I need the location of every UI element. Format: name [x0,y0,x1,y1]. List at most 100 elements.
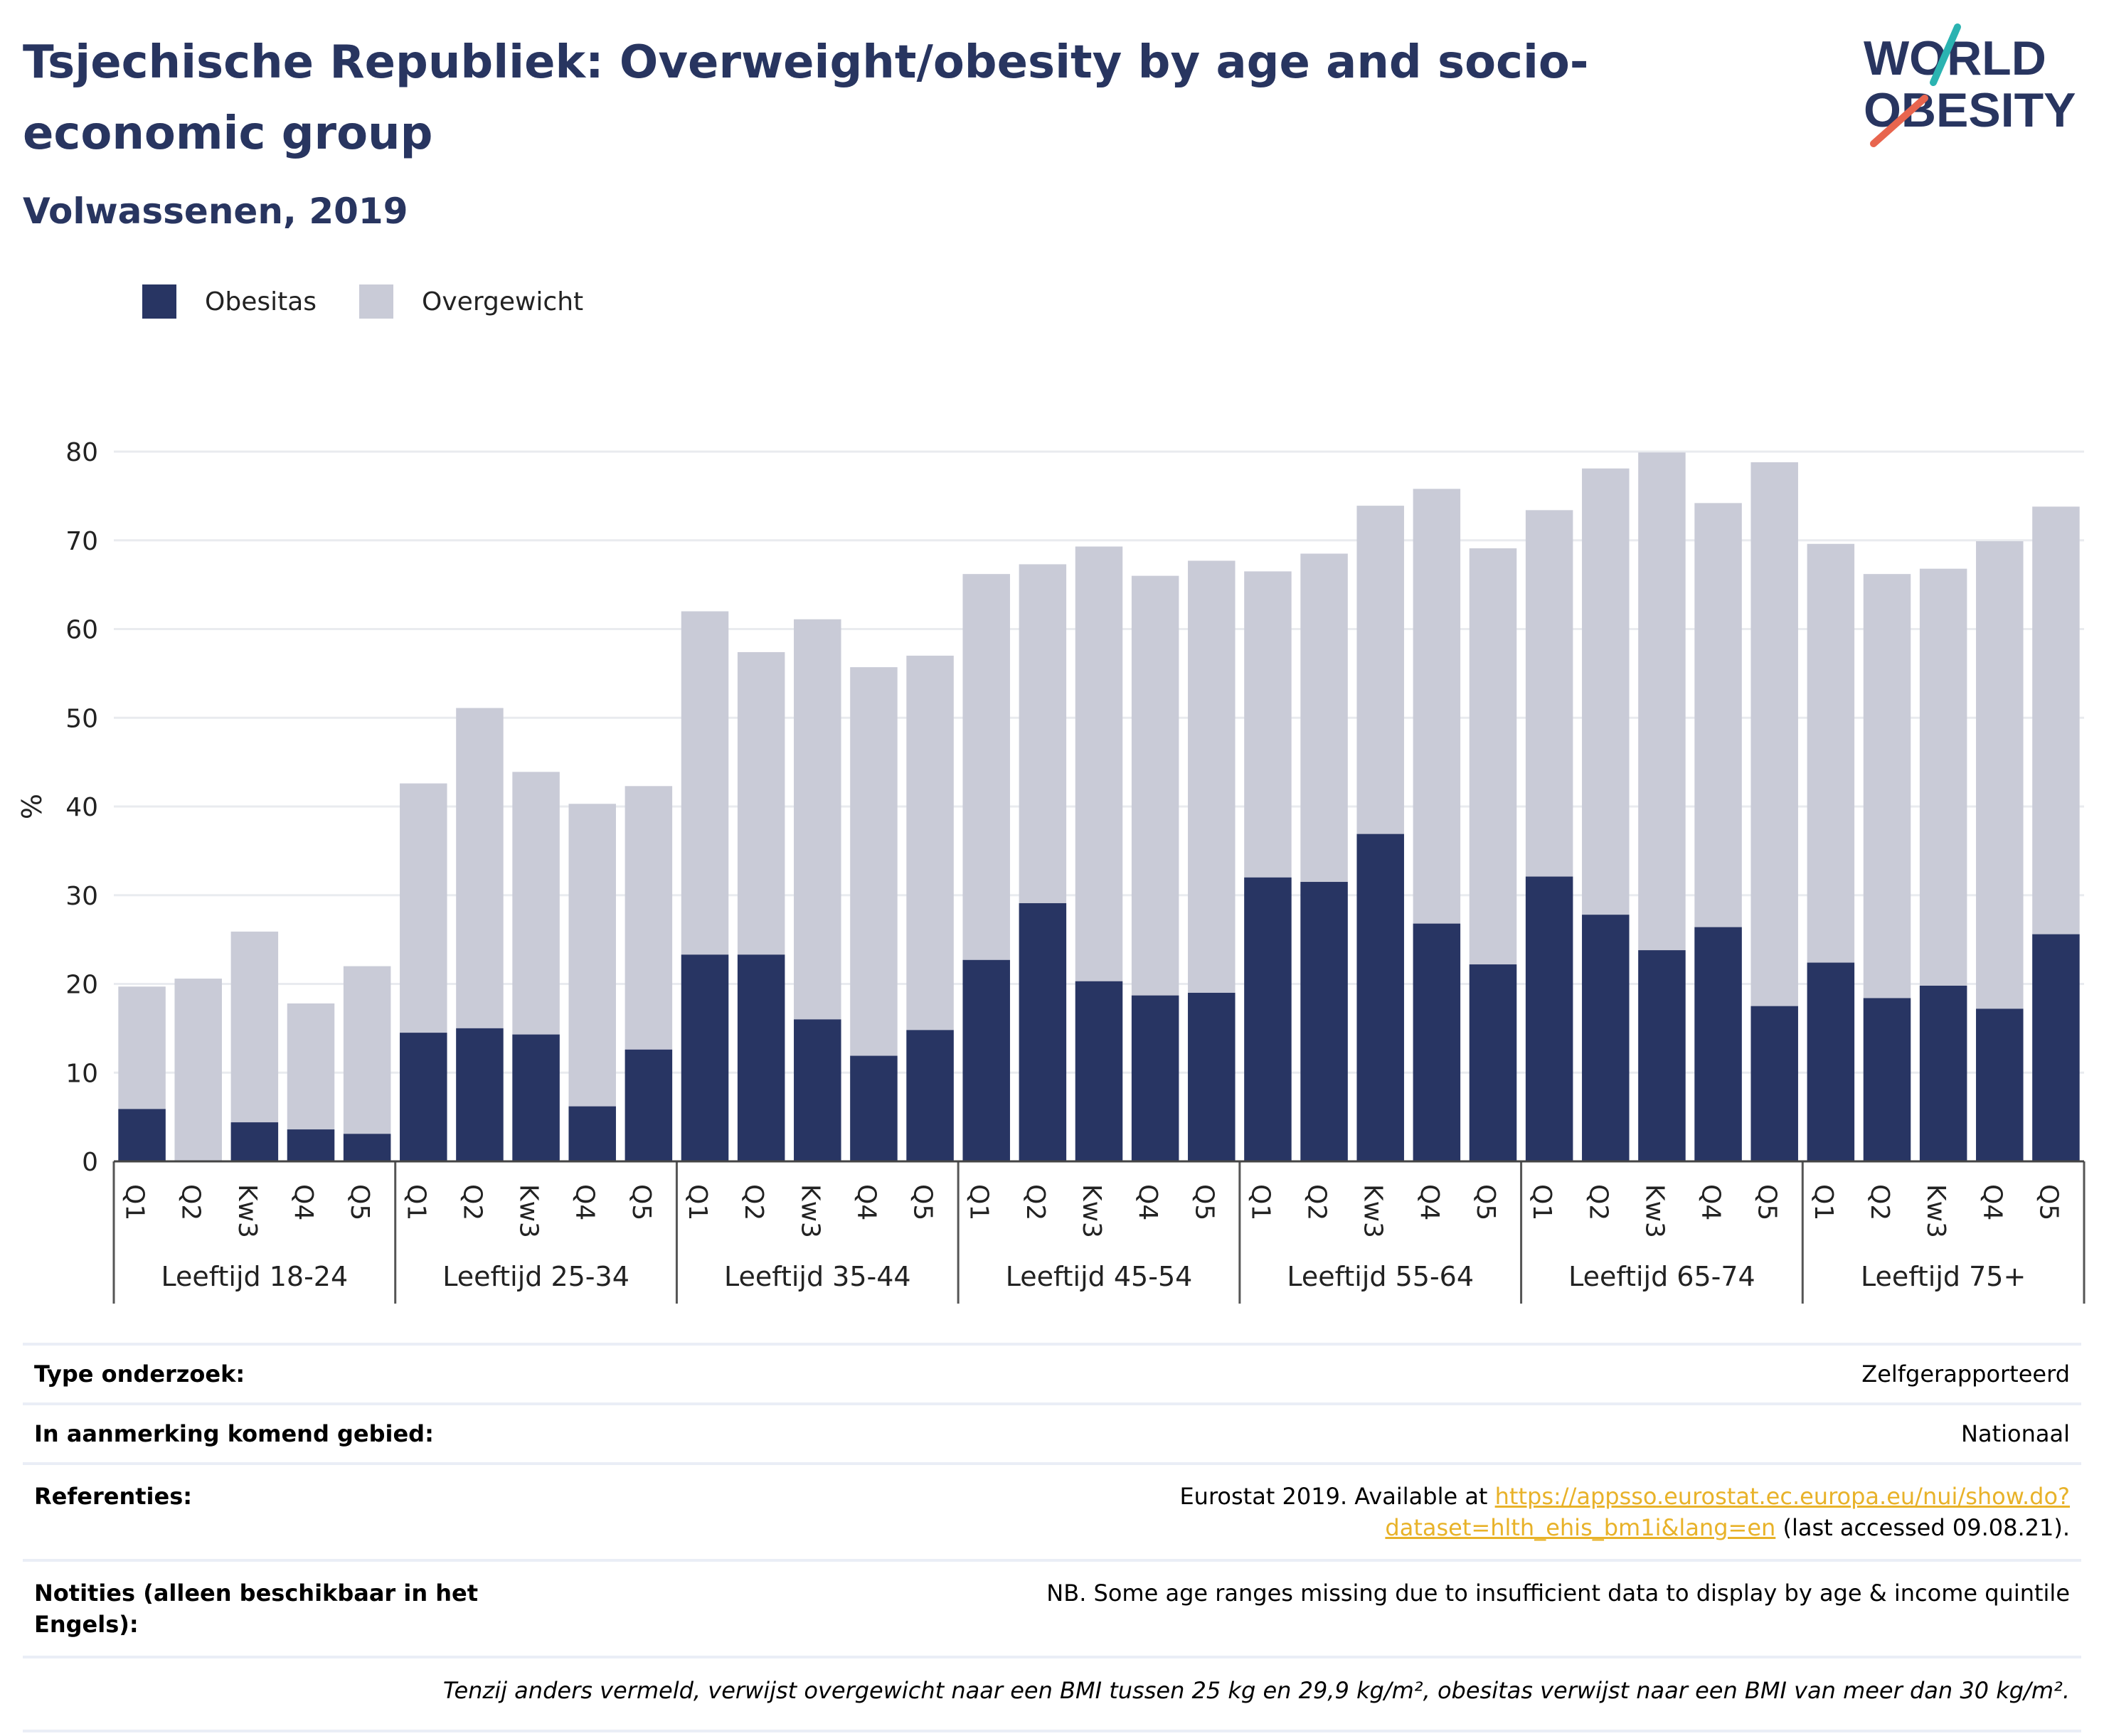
x-tick-label-g3-q4: Q4 [851,1184,881,1220]
bar-obesitas-g4-q2 [1019,902,1067,1161]
group-label-5: Leeftijd 55-64 [1287,1261,1474,1292]
group-label-7: Leeftijd 75+ [1861,1261,2026,1292]
bar-obesitas-g7-q4 [1976,1008,2024,1161]
bar-obesitas-g4-kw3 [1075,981,1123,1161]
chart-title: Tsjechische Republiek: Overweight/obesit… [23,36,1589,160]
y-tick-label-60: 60 [65,616,98,645]
bar-obesitas-g2-q2 [456,1028,504,1161]
y-tick-label-10: 10 [65,1059,98,1088]
x-tick-label-g4-kw3: Kw3 [1077,1184,1106,1238]
info-row-area: In aanmerking komend gebied: Nationaal [23,1402,2081,1462]
y-axis-label: % [16,794,48,819]
y-tick-label-70: 70 [65,527,98,556]
info-label-references: Referenties: [34,1483,193,1510]
info-value-notes: NB. Some age ranges missing due to insuf… [1046,1580,2070,1607]
x-tick-label-g5-q4: Q4 [1415,1184,1444,1220]
x-tick-label-g3-q5: Q5 [908,1184,937,1220]
bar-obesitas-g4-q1 [962,959,1010,1161]
legend-item-overgewicht[interactable]: Overgewicht [359,284,583,319]
info-table: Type onderzoek: Zelfgerapporteerd In aan… [23,1343,2081,1732]
y-tick-label-0: 0 [82,1148,98,1177]
logo-slash-coral [1870,95,1928,147]
bar-obesitas-g4-q4 [1131,995,1179,1161]
bar-obesitas-g3-q1 [681,954,729,1161]
x-tick-label-g7-kw3: Kw3 [1921,1184,1950,1238]
group-label-1: Leeftijd 18-24 [161,1261,349,1292]
x-tick-label-g7-q4: Q4 [1977,1184,2007,1220]
logo-text-obesity: OBESITY [1864,83,2076,137]
info-label-area: In aanmerking komend gebied: [34,1420,434,1447]
reference-link[interactable]: https://appsso.eurostat.ec.europa.eu/nui… [1385,1483,2070,1541]
info-row-notes: Notities (alleen beschikbaar in het Enge… [23,1559,2081,1656]
bar-obesitas-g5-q5 [1469,964,1517,1161]
bar-obesitas-g3-q2 [737,954,785,1161]
x-tick-label-g2-q2: Q2 [457,1184,487,1220]
bar-overgewicht-g1-q5 [343,966,391,1161]
info-label-survey-type: Type onderzoek: [34,1360,245,1388]
x-tick-label-g1-q4: Q4 [289,1184,318,1220]
info-value-area: Nationaal [1961,1420,2070,1447]
bar-obesitas-g2-kw3 [512,1034,560,1161]
x-tick-label-g4-q4: Q4 [1133,1184,1162,1220]
x-tick-label-g1-q5: Q5 [345,1184,374,1220]
bar-obesitas-g5-q1 [1244,877,1292,1161]
x-tick-label-g6-q4: Q4 [1696,1184,1726,1220]
info-value-survey-type: Zelfgerapporteerd [1861,1360,2070,1388]
x-tick-label-g4-q1: Q1 [965,1184,994,1220]
bar-obesitas-g1-q4 [287,1129,335,1161]
chart-subtitle: Volwassenen, 2019 [23,191,408,232]
x-tick-label-g1-q1: Q1 [120,1184,149,1220]
x-tick-label-g6-q2: Q2 [1583,1184,1612,1220]
bar-chart: 0 10 20 30 40 50 60 70 80% Q1 Q2 Kw3 Q4 Q5 Leeftijd 18… [16,438,2086,1304]
group-label-6: Leeftijd 65-74 [1568,1261,1755,1292]
definition-footnote: Tenzij anders vermeld, verwijst overgewi… [23,1656,2081,1732]
bar-obesitas-g6-kw3 [1638,950,1686,1161]
x-tick-label-g2-q5: Q5 [627,1184,656,1220]
x-tick-label-g1-kw3: Kw3 [233,1184,262,1238]
info-row-references: Referenties: Eurostat 2019. Available at… [23,1462,2081,1559]
info-value-references: Eurostat 2019. Available at https://apps… [518,1481,2070,1543]
x-tick-label-g2-q4: Q4 [570,1184,600,1220]
group-label-4: Leeftijd 45-54 [1006,1261,1193,1292]
x-tick-label-g2-q1: Q1 [401,1184,430,1220]
bar-obesitas-g7-kw3 [1919,985,1967,1161]
legend-item-obesitas[interactable]: Obesitas [142,284,317,319]
bar-obesitas-g5-q4 [1413,923,1461,1161]
x-tick-label-g7-q5: Q5 [2034,1184,2063,1220]
x-tick-label-g4-q2: Q2 [1021,1184,1050,1220]
info-row-survey-type: Type onderzoek: Zelfgerapporteerd [23,1343,2081,1402]
bar-obesitas-g2-q4 [568,1106,616,1161]
bar-obesitas-g6-q2 [1582,915,1630,1161]
bar-obesitas-g5-kw3 [1356,834,1404,1161]
bar-obesitas-g3-kw3 [794,1019,841,1161]
y-tick-label-40: 40 [65,793,98,822]
x-tick-label-g5-q1: Q1 [1245,1184,1275,1220]
bar-obesitas-g1-q5 [343,1134,391,1161]
bar-obesitas-g7-q5 [2032,934,2080,1161]
x-tick-label-g6-kw3: Kw3 [1640,1184,1669,1238]
reference-text: Eurostat 2019. Available at [1179,1483,1495,1510]
bar-obesitas-g1-q1 [118,1109,166,1161]
bar-obesitas-g7-q2 [1863,998,1911,1161]
world-obesity-logo: WORLD OBESITY [1864,23,2076,147]
y-tick-label-50: 50 [65,704,98,733]
x-tick-label-g4-q5: Q5 [1189,1184,1218,1220]
x-tick-label-g6-q5: Q5 [1753,1184,1782,1220]
bar-obesitas-g6-q5 [1750,1006,1798,1161]
bar-overgewicht-g1-q2 [174,979,222,1161]
legend-swatch-obesitas [142,284,176,319]
bar-obesitas-g6-q4 [1694,927,1742,1161]
x-tick-label-g2-kw3: Kw3 [514,1184,543,1238]
chart-legend: Obesitas Overgewicht [142,284,626,319]
y-tick-label-80: 80 [65,438,98,467]
x-tick-label-g7-q1: Q1 [1809,1184,1838,1220]
x-tick-label-g7-q2: Q2 [1865,1184,1894,1220]
bar-obesitas-g1-kw3 [230,1122,279,1161]
bar-obesitas-g2-q5 [625,1049,673,1161]
bar-obesitas-g4-q5 [1188,992,1236,1161]
x-tick-label-g5-q2: Q2 [1302,1184,1332,1220]
reference-access-date: (last accessed 09.08.21). [1775,1514,2070,1541]
group-label-3: Leeftijd 35-44 [724,1261,911,1292]
bar-obesitas-g2-q1 [400,1033,447,1161]
legend-label-obesitas: Obesitas [205,287,317,316]
